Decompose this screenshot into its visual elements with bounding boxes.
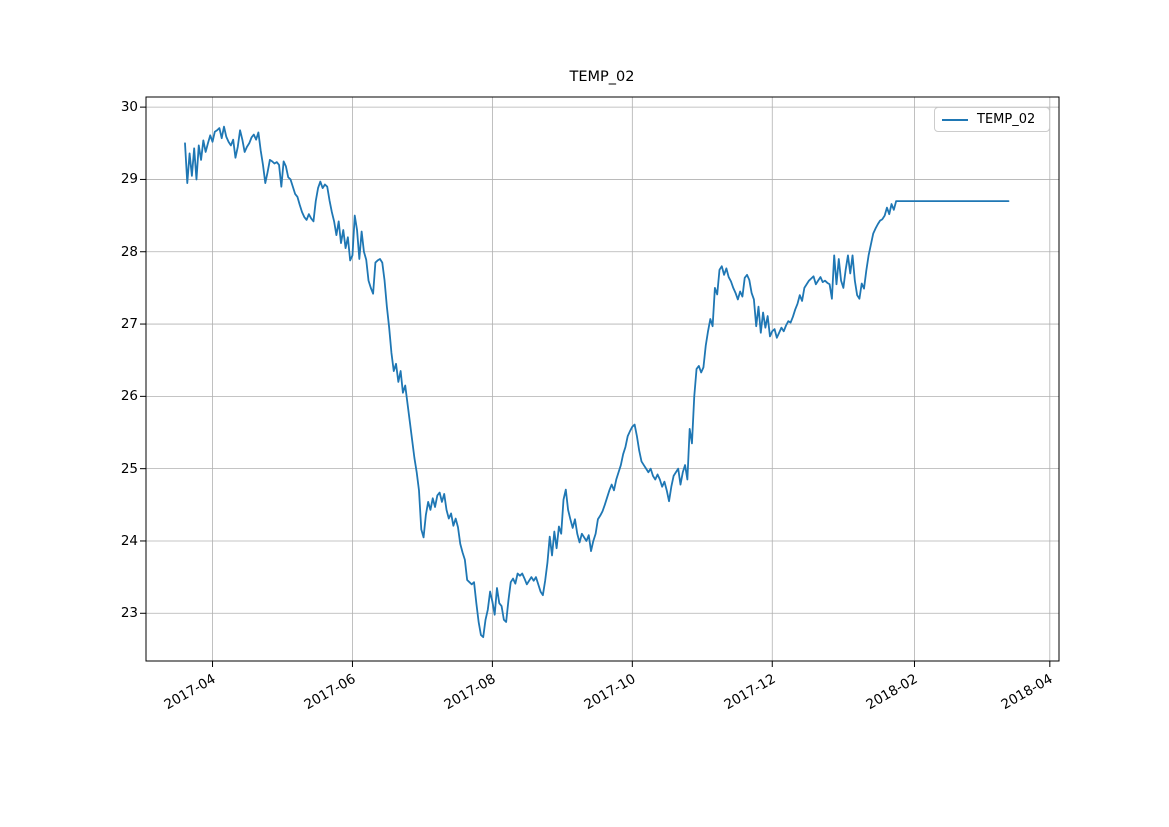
y-tick-label: 27 — [120, 316, 138, 333]
plot-border — [145, 96, 1060, 662]
legend: TEMP_02 — [934, 107, 1050, 132]
tick-marks — [140, 106, 1051, 667]
y-tick-label: 30 — [120, 99, 138, 116]
y-gridlines — [146, 106, 1059, 614]
y-tick-label: 24 — [120, 532, 138, 549]
series-line-temp-02 — [184, 125, 1010, 639]
chart-title: TEMP_02 — [569, 69, 635, 85]
y-tick-label: 29 — [120, 171, 138, 188]
legend-label: TEMP_02 — [977, 112, 1036, 127]
y-tick-label: 25 — [120, 460, 138, 477]
y-tick-label: 23 — [120, 605, 138, 622]
y-tick-label: 26 — [120, 388, 138, 405]
y-tick-label: 28 — [120, 243, 138, 260]
legend-line-swatch — [942, 118, 968, 121]
x-gridlines — [212, 97, 1051, 661]
